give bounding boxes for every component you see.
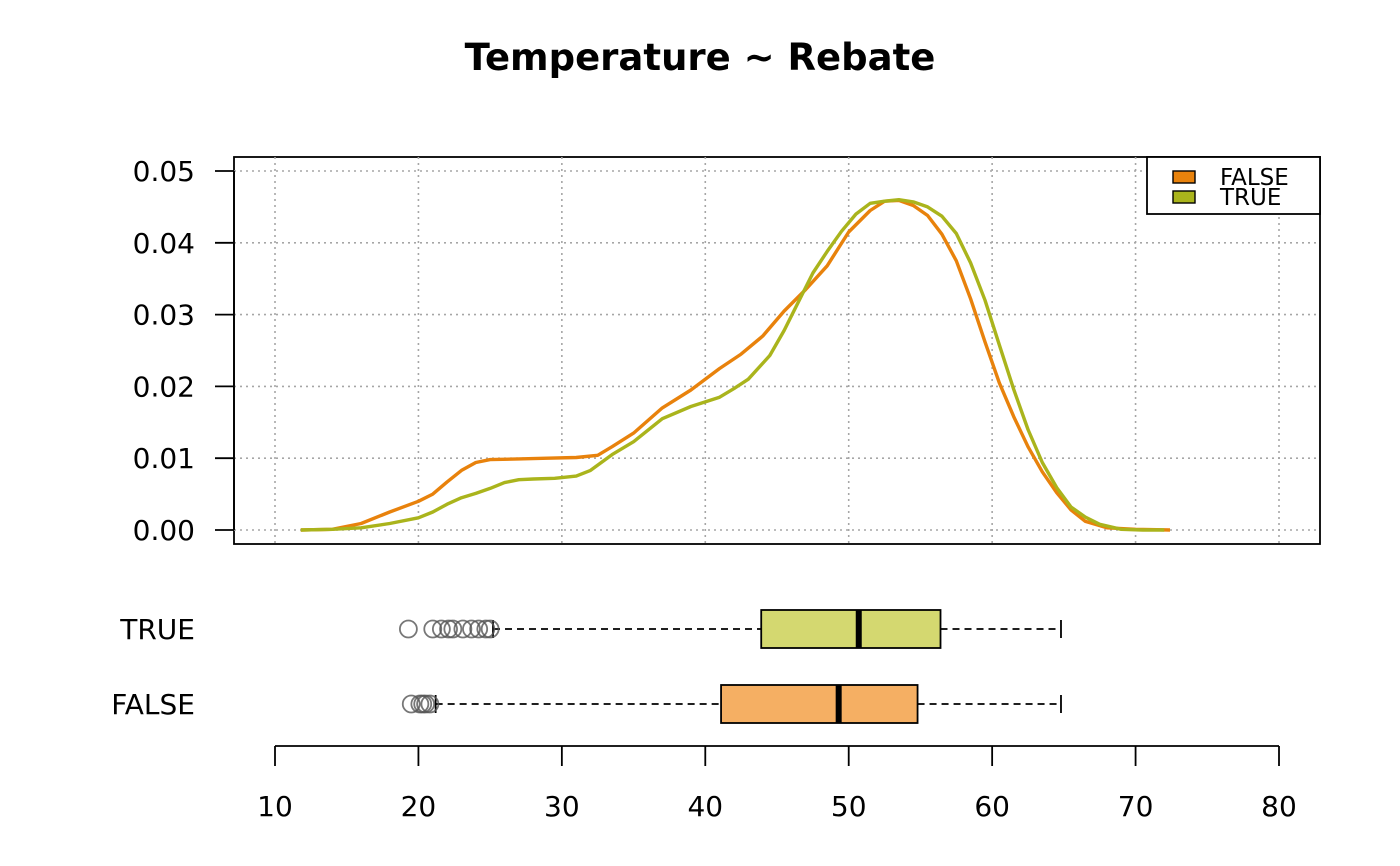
outlier-true-1 xyxy=(423,619,443,639)
legend-swatch-false xyxy=(1172,170,1196,184)
legend-box xyxy=(1146,156,1321,215)
density-y-axis: 0.00 0.01 0.02 0.03 0.04 0.05 xyxy=(133,155,235,547)
density-line-true xyxy=(300,198,1165,532)
chart-title: Temperature ~ Rebate xyxy=(464,36,936,79)
x-tick-label-5: 60 xyxy=(974,790,1010,823)
x-tick-label-4: 50 xyxy=(831,790,867,823)
outlier-true-8 xyxy=(476,619,496,639)
x-tick-label-2: 30 xyxy=(544,790,580,823)
outlier-true-9 xyxy=(480,619,500,639)
boxplot-label-true: TRUE xyxy=(119,613,195,646)
outlier-true-5 xyxy=(453,619,473,639)
x-axis: 10 20 30 40 50 60 70 80 xyxy=(257,745,1297,823)
outlier-false-0 xyxy=(401,694,421,714)
density-grid xyxy=(234,157,1320,544)
density-line-false xyxy=(300,198,1171,532)
box-true xyxy=(760,609,942,649)
x-tick-label-6: 70 xyxy=(1118,790,1154,823)
boxplot-area: TRUE FALSE xyxy=(111,609,1062,724)
y-tick-label-5: 0.05 xyxy=(133,155,195,188)
x-tick-label-0: 10 xyxy=(257,790,293,823)
legend-label-false: FALSE xyxy=(1220,165,1289,191)
y-tick-label-1: 0.01 xyxy=(133,442,195,475)
x-tick-label-7: 80 xyxy=(1261,790,1297,823)
legend-swatch-true xyxy=(1172,190,1196,204)
outlier-false-3 xyxy=(416,694,436,714)
density-lines xyxy=(300,198,1171,532)
outlier-true-3 xyxy=(439,619,458,639)
boxplot-label-false: FALSE xyxy=(111,688,195,721)
y-tick-label-4: 0.04 xyxy=(133,227,195,260)
outlier-true-6 xyxy=(462,619,481,639)
density-plot-frame xyxy=(233,156,1321,545)
outlier-false-4 xyxy=(420,694,440,714)
legend-label-true: TRUE xyxy=(1219,185,1281,211)
outlier-true-2 xyxy=(431,619,451,639)
outlier-true-7 xyxy=(469,619,489,639)
x-tick-label-1: 20 xyxy=(401,790,437,823)
box-false xyxy=(720,684,919,724)
x-tick-label-3: 40 xyxy=(687,790,723,823)
y-tick-label-2: 0.02 xyxy=(133,370,195,403)
y-tick-label-3: 0.03 xyxy=(133,299,195,332)
y-tick-label-0: 0.00 xyxy=(133,514,195,547)
outlier-true-0 xyxy=(398,619,418,639)
outlier-true-4 xyxy=(443,619,463,639)
